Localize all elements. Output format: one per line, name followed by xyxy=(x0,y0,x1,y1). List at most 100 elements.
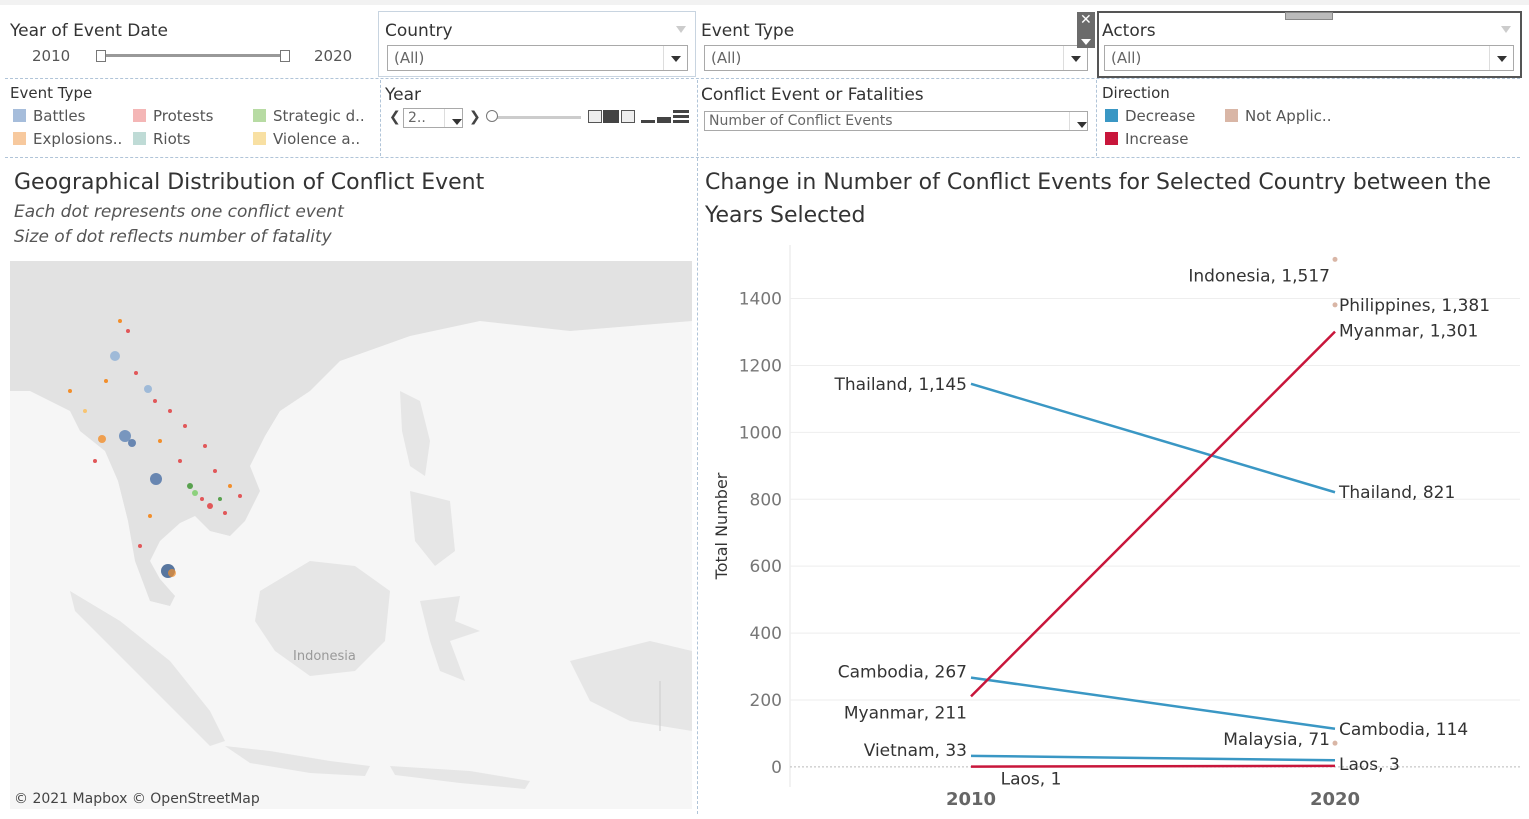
year-of-event-label: Year of Event Date xyxy=(10,21,168,41)
event-type-filter-label: Event Type xyxy=(701,21,795,41)
y-tick-label: 400 xyxy=(750,624,782,644)
year-range-max: 2020 xyxy=(314,47,353,65)
funnel-icon[interactable] xyxy=(676,26,686,33)
data-label-myanmar: Myanmar, 211 xyxy=(844,703,967,723)
country-dropdown[interactable]: (All) xyxy=(387,45,688,71)
y-tick-label: 1200 xyxy=(739,356,782,376)
data-label-laos: Laos, 1 xyxy=(1001,770,1062,790)
legend-swatch-not-applicable xyxy=(1225,109,1238,122)
speed-medium-icon[interactable] xyxy=(657,110,671,123)
legend-swatch-riots xyxy=(133,132,146,145)
stop-icon[interactable] xyxy=(603,110,619,123)
actors-dropdown[interactable]: (All) xyxy=(1104,45,1514,71)
top-strip xyxy=(0,0,1529,5)
year-player-dropdown[interactable]: 2.. xyxy=(403,108,463,128)
y-tick-label: 200 xyxy=(750,691,782,711)
legend-label-battles: Battles xyxy=(33,107,86,125)
chart-title-line-1: Change in Number of Conflict Events for … xyxy=(705,170,1491,195)
actors-filter-label: Actors xyxy=(1102,21,1156,41)
legend-label-decrease: Decrease xyxy=(1125,107,1196,125)
chevron-down-icon[interactable] xyxy=(1063,46,1087,70)
measure-dropdown-value: Number of Conflict Events xyxy=(709,113,893,129)
country-dropdown-value: (All) xyxy=(394,49,425,67)
legend-label-not-applicable: Not Applic.. xyxy=(1245,107,1332,125)
year-range-slider-min-handle[interactable] xyxy=(96,50,106,62)
year-player-label: Year xyxy=(385,85,421,105)
legend-swatch-decrease xyxy=(1105,109,1118,122)
year-player-slider-track[interactable] xyxy=(497,116,581,119)
map-attribution: © 2021 Mapbox © OpenStreetMap xyxy=(14,791,260,807)
series-point-malaysia xyxy=(1332,740,1338,746)
direction-legend-title: Direction xyxy=(1102,84,1170,102)
play-backward-icon[interactable] xyxy=(588,110,602,123)
data-label-thailand: Thailand, 1,145 xyxy=(834,375,967,395)
slope-chart[interactable]: 0 200 400 600 800 1000 1200 1400 2010 2020 Total N… xyxy=(700,240,1525,815)
legend-swatch-violence xyxy=(253,132,266,145)
data-label-indonesia: Indonesia, 1,517 xyxy=(1188,266,1330,286)
y-tick-label: 1000 xyxy=(739,423,782,443)
year-player-value: 2.. xyxy=(408,110,426,126)
play-forward-icon[interactable] xyxy=(621,110,635,123)
speed-fast-icon[interactable] xyxy=(673,110,689,123)
series-line-thailand xyxy=(970,382,1336,494)
speed-slow-icon[interactable] xyxy=(641,110,655,123)
legend-swatch-protests xyxy=(133,109,146,122)
y-tick-label: 0 xyxy=(771,758,782,778)
chevron-down-icon[interactable] xyxy=(1069,112,1087,130)
legend-swatch-increase xyxy=(1105,132,1118,145)
data-label-cambodia: Cambodia, 114 xyxy=(1339,720,1468,740)
event-type-dropdown[interactable]: (All) xyxy=(704,45,1088,71)
chevron-down-icon[interactable] xyxy=(444,109,462,127)
measure-dropdown[interactable]: Number of Conflict Events xyxy=(704,111,1088,131)
map-canvas: Indonesia © 2021 Mapbox © OpenStreetMap xyxy=(10,261,692,809)
legend-swatch-explosions xyxy=(13,132,26,145)
divider xyxy=(697,80,698,156)
series-line-laos xyxy=(970,764,1336,768)
legend-swatch-strategic xyxy=(253,109,266,122)
more-options-icon[interactable] xyxy=(1081,39,1091,45)
drag-handle-icon[interactable] xyxy=(1285,12,1333,20)
legend-label-violence: Violence a.. xyxy=(273,130,361,148)
close-icon[interactable]: ✕ xyxy=(1080,12,1092,28)
y-tick-label: 800 xyxy=(750,490,782,510)
divider xyxy=(1096,80,1097,156)
conflict-map[interactable]: Indonesia © 2021 Mapbox © OpenStreetMap xyxy=(10,261,692,809)
country-filter-card xyxy=(378,11,696,77)
country-filter-label: Country xyxy=(385,21,453,41)
x-tick-label: 2010 xyxy=(946,789,996,810)
chevron-right-icon[interactable]: ❯ xyxy=(469,109,481,125)
chevron-left-icon[interactable]: ❮ xyxy=(389,109,401,125)
divider xyxy=(5,157,1520,158)
chevron-down-icon[interactable] xyxy=(663,46,687,70)
series-line-vietnam xyxy=(970,754,1336,762)
legend-swatch-battles xyxy=(13,109,26,122)
legend-label-explosions: Explosions.. xyxy=(33,130,123,148)
year-range-slider-track[interactable] xyxy=(100,54,286,57)
data-label-malaysia: Malaysia, 71 xyxy=(1223,730,1330,750)
data-label-thailand: Thailand, 821 xyxy=(1338,483,1455,503)
chart-title-line-2: Years Selected xyxy=(705,203,866,228)
series-line-cambodia xyxy=(970,676,1336,731)
map-subtitle-2: Size of dot reflects number of fatality xyxy=(14,227,332,247)
data-label-vietnam: Vietnam, 33 xyxy=(864,741,967,761)
divider xyxy=(697,158,698,814)
data-label-myanmar: Myanmar, 1,301 xyxy=(1339,322,1478,342)
data-label-cambodia: Cambodia, 267 xyxy=(838,663,967,683)
map-event-dots xyxy=(68,319,242,578)
legend-label-increase: Increase xyxy=(1125,130,1189,148)
map-subtitle-1: Each dot represents one conflict event xyxy=(14,202,344,222)
year-range-min: 2010 xyxy=(32,47,71,65)
actors-dropdown-value: (All) xyxy=(1111,49,1142,67)
divider xyxy=(380,80,381,156)
funnel-icon[interactable] xyxy=(1501,26,1511,33)
year-player-slider-handle[interactable] xyxy=(486,110,498,122)
x-tick-label: 2020 xyxy=(1310,789,1360,810)
series-line-myanmar xyxy=(970,330,1336,698)
legend-label-strategic: Strategic d.. xyxy=(273,107,365,125)
year-range-slider-max-handle[interactable] xyxy=(280,50,290,62)
event-type-dropdown-value: (All) xyxy=(711,49,742,67)
y-tick-label: 1400 xyxy=(739,290,782,310)
chevron-down-icon[interactable] xyxy=(1489,46,1513,70)
divider xyxy=(5,78,1520,79)
measure-label: Conflict Event or Fatalities xyxy=(701,85,924,105)
